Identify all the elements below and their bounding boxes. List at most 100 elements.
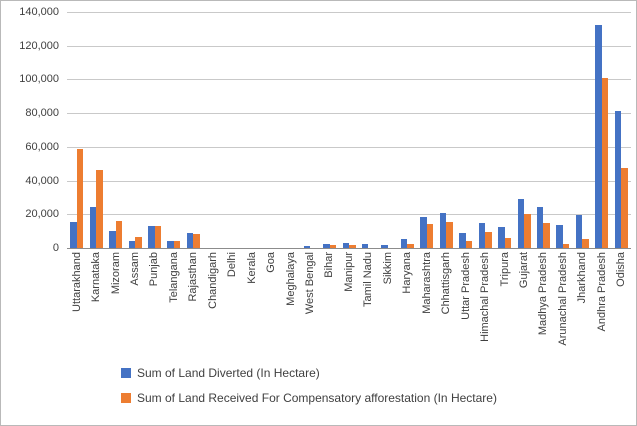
bar-diverted (478, 222, 486, 248)
gridline (67, 113, 631, 115)
bar-diverted (420, 217, 427, 248)
bar-diverted (556, 225, 563, 248)
bar-diverted (536, 207, 544, 248)
bar-received (173, 240, 181, 248)
x-tick-label: West Bengal (300, 252, 319, 364)
bar-received (115, 220, 123, 248)
bar-received (446, 221, 453, 248)
x-tick-label: Haryana (398, 252, 417, 364)
bar-diverted (361, 244, 369, 248)
x-tick-text: Sikkim (381, 252, 394, 285)
x-tick-label: Mizoram (106, 252, 125, 364)
x-tick-text: Odisha (615, 252, 628, 287)
x-tick-label: Bihar (320, 252, 339, 364)
x-tick-label: Goa (261, 252, 280, 364)
bar-diverted (459, 233, 466, 248)
bar-diverted (595, 24, 602, 248)
x-tick-label: Arunachal Pradesh (553, 252, 572, 364)
legend-swatch-blue (121, 368, 131, 378)
y-tick-label: 60,000 (25, 140, 59, 153)
x-tick-text: Meghalaya (284, 252, 297, 306)
x-tick-label: Madhya Pradesh (534, 252, 553, 364)
x-tick-text: Chhattisgarh (440, 252, 453, 315)
bar-diverted (70, 221, 77, 248)
bar-received (193, 233, 200, 248)
x-tick-text: Karnataka (90, 252, 103, 303)
gridline (67, 79, 631, 81)
x-tick-label: Maharashtra (417, 252, 436, 364)
x-tick-label: Kerala (242, 252, 261, 364)
x-tick-text: West Bengal (304, 252, 317, 315)
bar-received (154, 225, 162, 248)
gridline (67, 146, 631, 148)
y-tick-label: 20,000 (25, 208, 59, 221)
bar-received (485, 232, 492, 248)
x-tick-text: Uttarakhand (70, 252, 83, 312)
bar-received (329, 245, 337, 248)
x-tick-text: Gujarat (517, 252, 530, 289)
y-tick-label: 40,000 (25, 174, 59, 187)
x-tick-text: Punjab (148, 252, 161, 287)
x-tick-text: Tripura (498, 252, 511, 287)
x-tick-text: Bihar (323, 252, 336, 278)
x-tick-label: Jharkhand (573, 252, 592, 364)
legend-swatch-orange (121, 393, 131, 403)
bar-received (407, 244, 414, 248)
x-tick-label: Punjab (145, 252, 164, 364)
bar-diverted (303, 246, 311, 248)
bar-diverted (89, 206, 97, 248)
bar-received (465, 240, 473, 248)
y-tick-label: 0 (52, 242, 59, 254)
legend-label-land-received: Sum of Land Received For Compensatory af… (137, 391, 497, 405)
legend-item-land-received: Sum of Land Received For Compensatory af… (121, 391, 497, 405)
bar-received (543, 223, 550, 248)
x-tick-label: Manipur (339, 252, 358, 364)
y-tick-label: 100,000 (19, 73, 59, 86)
bar-received (621, 167, 628, 248)
bar-diverted (575, 215, 583, 248)
x-tick-label: Telangana (164, 252, 183, 364)
y-tick-label: 80,000 (25, 107, 59, 120)
bar-diverted (323, 243, 330, 248)
x-tick-text: Kerala (245, 252, 258, 284)
y-tick-label: 140,000 (19, 6, 59, 18)
bar-received (135, 237, 142, 248)
bar-received (562, 244, 570, 248)
x-tick-label: Andhra Pradesh (592, 252, 611, 364)
x-tick-text: Haryana (401, 252, 414, 294)
gridline (67, 12, 631, 13)
x-tick-label: Rajasthan (184, 252, 203, 364)
x-tick-label: Tamil Nadu (359, 252, 378, 364)
x-tick-text: Uttar Pradesh (459, 252, 472, 320)
x-tick-label: Delhi (223, 252, 242, 364)
gridline (67, 45, 631, 47)
bar-diverted (614, 110, 622, 248)
bar-received (504, 237, 512, 248)
bar-diverted (186, 233, 194, 248)
gridline (67, 180, 631, 182)
bar-received (601, 77, 609, 248)
x-tick-text: Goa (265, 252, 278, 273)
x-tick-text: Manipur (342, 252, 355, 292)
bar-diverted (498, 226, 505, 248)
x-tick-text: Chandigarh (206, 252, 219, 309)
x-tick-text: Delhi (226, 252, 239, 278)
x-tick-text: Assam (129, 252, 142, 286)
bar-diverted (128, 240, 136, 248)
x-tick-label: Uttarakhand (67, 252, 86, 364)
legend-item-land-diverted: Sum of Land Diverted (In Hectare) (121, 366, 497, 380)
bar-received (426, 224, 434, 248)
x-tick-text: Jharkhand (576, 252, 589, 304)
x-tick-label: Himachal Pradesh (475, 252, 494, 364)
gridline (67, 214, 631, 216)
bar-diverted (342, 243, 349, 248)
x-tick-label: Odisha (612, 252, 631, 364)
bar-received (76, 148, 84, 248)
legend: Sum of Land Diverted (In Hectare) Sum of… (121, 366, 497, 416)
x-tick-label: Assam (125, 252, 144, 364)
x-tick-text: Madhya Pradesh (537, 252, 550, 336)
x-tick-label: Chandigarh (203, 252, 222, 364)
bar-received (524, 214, 531, 248)
bar-received (349, 244, 356, 248)
bar-diverted (381, 244, 388, 248)
